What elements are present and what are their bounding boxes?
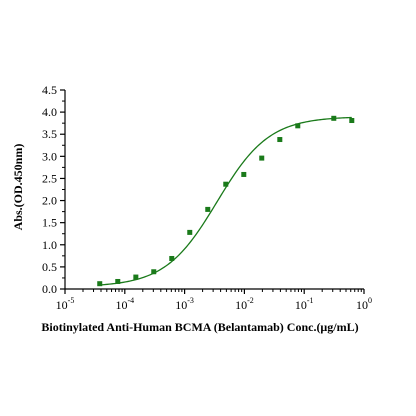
y-tick-label: 2.5 bbox=[42, 171, 57, 185]
data-point bbox=[97, 281, 103, 287]
x-axis-ticks: 10-5 10-4 10-3 10-2 10-1 100 bbox=[56, 289, 372, 312]
y-axis-title: Abs.(OD.450nm) bbox=[11, 144, 25, 231]
y-tick-label: 1.0 bbox=[42, 238, 57, 252]
data-point bbox=[169, 255, 175, 261]
y-tick-label: 2.0 bbox=[42, 194, 57, 208]
x-tick-label: 10-3 bbox=[175, 296, 194, 312]
y-tick-label: 0.0 bbox=[42, 282, 57, 296]
data-point bbox=[187, 229, 193, 235]
x-tick-label: 10-2 bbox=[235, 296, 254, 312]
data-point bbox=[223, 181, 229, 187]
x-tick-label: 10-1 bbox=[295, 296, 314, 312]
y-tick-label: 4.0 bbox=[42, 105, 57, 119]
data-point bbox=[259, 155, 265, 161]
data-point bbox=[277, 137, 283, 143]
data-point bbox=[349, 118, 355, 124]
data-point bbox=[151, 269, 157, 275]
x-tick-label: 10-5 bbox=[56, 296, 75, 312]
y-tick-label: 3.5 bbox=[42, 127, 57, 141]
y-tick-label: 0.5 bbox=[42, 260, 57, 274]
y-tick-label: 1.5 bbox=[42, 216, 57, 230]
data-point bbox=[205, 206, 211, 212]
y-tick-label: 3.0 bbox=[42, 149, 57, 163]
data-point bbox=[295, 123, 301, 129]
y-tick-label: 4.5 bbox=[42, 83, 57, 97]
fit-curve bbox=[99, 116, 352, 286]
data-point bbox=[115, 278, 121, 284]
data-points bbox=[97, 115, 355, 287]
data-point bbox=[241, 171, 247, 177]
data-point bbox=[133, 274, 139, 280]
y-axis-ticks: 0.0 0.5 1.0 1.5 2.0 2.5 3.0 3.5 4.0 4.5 bbox=[42, 83, 65, 296]
x-tick-label: 10-4 bbox=[115, 296, 134, 312]
x-axis-title: Biotinylated Anti-Human BCMA (Belantamab… bbox=[41, 320, 358, 334]
x-tick-label: 100 bbox=[356, 296, 372, 312]
data-point bbox=[331, 115, 337, 121]
